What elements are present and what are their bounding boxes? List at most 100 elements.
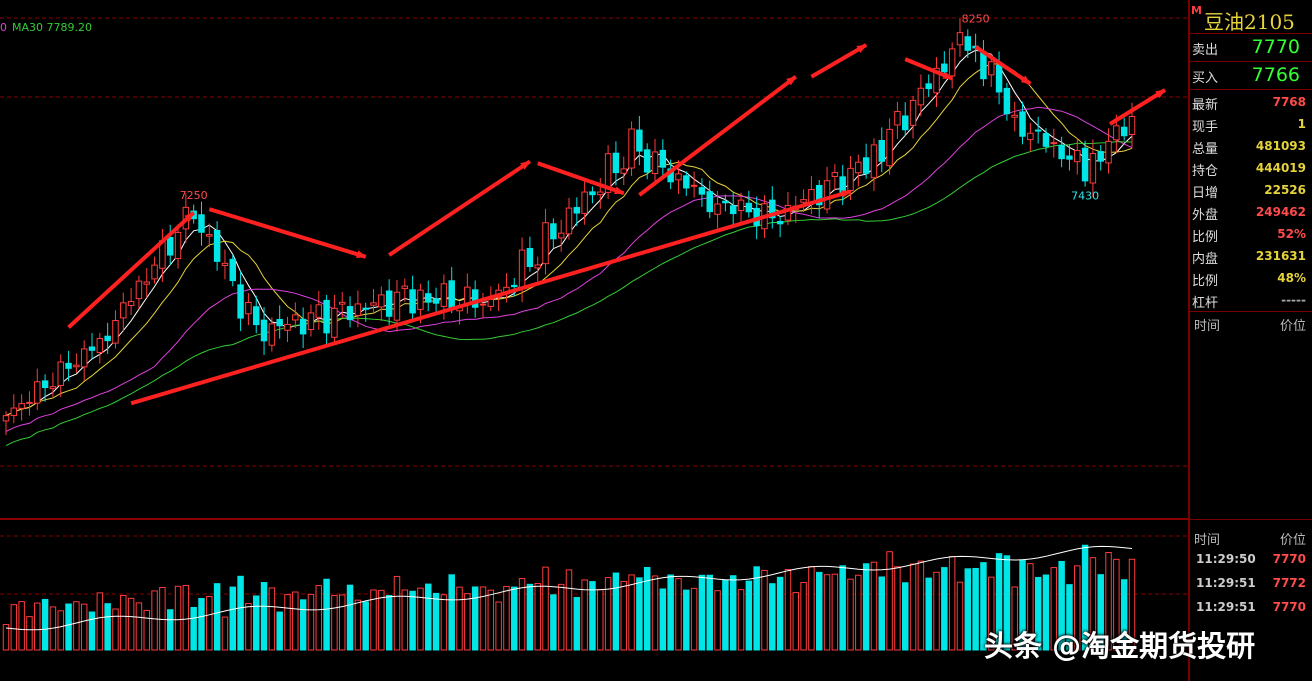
- volume-bar: [948, 555, 956, 651]
- candle: [948, 42, 956, 89]
- stat-row: 杠杆 -----: [1190, 289, 1312, 311]
- volume-bar: [894, 566, 901, 651]
- candle-body: [706, 191, 713, 213]
- volume-bar: [331, 595, 338, 651]
- stat-value: 249462: [1255, 205, 1306, 219]
- stat-label: 持仓: [1192, 164, 1219, 179]
- candle-body: [894, 111, 901, 126]
- candle-body: [964, 36, 972, 51]
- volume-bar: [315, 585, 323, 651]
- candle-body: [229, 258, 237, 282]
- candle-body: [573, 207, 581, 214]
- stat-row: 内盘 231631: [1190, 245, 1312, 267]
- candle-body: [1120, 126, 1128, 137]
- volume-bar: [370, 589, 377, 651]
- candle: [221, 249, 229, 280]
- candle: [299, 307, 307, 349]
- volume-bar: [190, 606, 197, 651]
- price-header: 价位: [1279, 319, 1306, 334]
- price-annotation: 8250: [962, 13, 990, 26]
- candle: [432, 287, 440, 315]
- candle-body: [847, 167, 854, 191]
- candle-body: [925, 83, 932, 90]
- candle-body: [1105, 140, 1112, 164]
- volume-bar: [643, 566, 651, 651]
- candle: [1066, 144, 1073, 171]
- candle: [862, 143, 870, 179]
- candle: [338, 292, 346, 319]
- volume-bar: [886, 551, 893, 651]
- volume-bar: [823, 574, 831, 651]
- candle: [464, 273, 471, 314]
- candle: [1105, 128, 1112, 174]
- candle: [229, 254, 237, 287]
- candle-body: [980, 51, 987, 80]
- volume-bar: [221, 616, 229, 651]
- candle-body: [690, 184, 698, 187]
- candle: [65, 350, 72, 382]
- candle: [323, 294, 330, 346]
- candle: [745, 190, 753, 218]
- volume-bar: [252, 595, 260, 651]
- candle-body: [104, 335, 111, 342]
- volume-bar: [1097, 574, 1104, 651]
- volume-bar: [354, 599, 362, 651]
- candle-body: [1074, 150, 1081, 163]
- candle: [96, 333, 104, 364]
- volume-bar: [471, 586, 479, 651]
- volume-bar: [995, 553, 1003, 651]
- volume-bar: [495, 601, 502, 651]
- stat-value: 444019: [1255, 161, 1306, 175]
- candle: [604, 145, 612, 199]
- candle-body: [26, 401, 33, 404]
- volume-bar: [964, 568, 972, 651]
- tick-row: 11:29:51 7770: [1190, 596, 1312, 620]
- volume-bar: [542, 566, 549, 651]
- candle-body: [284, 323, 291, 331]
- volume-bar: [401, 589, 409, 651]
- volume-bar: [120, 594, 127, 651]
- candle: [401, 278, 409, 302]
- candle-body: [307, 312, 315, 331]
- candle-body: [2, 415, 10, 422]
- volume-bar: [1058, 560, 1065, 651]
- volume-bar: [479, 586, 487, 651]
- candle: [1042, 128, 1050, 153]
- candle: [57, 354, 64, 398]
- volume-bar: [878, 576, 886, 651]
- candle: [894, 102, 901, 139]
- volume-bar: [73, 601, 80, 651]
- candle-body: [729, 205, 737, 215]
- volume-bar: [112, 608, 119, 651]
- candle: [683, 171, 690, 196]
- stat-value: 231631: [1255, 249, 1306, 263]
- volume-bar: [683, 589, 690, 651]
- candle-body: [1066, 155, 1073, 160]
- volume-bar: [565, 569, 573, 651]
- volume-bar: [526, 583, 534, 651]
- candle: [1050, 128, 1058, 158]
- volume-bar: [659, 588, 667, 651]
- candle-body: [18, 403, 25, 409]
- volume-bar: [557, 583, 565, 651]
- trend-arrow: [537, 161, 625, 196]
- candle: [1120, 117, 1128, 141]
- candle-body: [487, 299, 495, 307]
- candle-body: [557, 232, 565, 239]
- candle-body: [135, 280, 143, 300]
- volume-bar: [941, 567, 948, 651]
- ticks-time-header: 时间: [1194, 533, 1221, 548]
- candle: [706, 180, 713, 219]
- candle-body: [878, 139, 886, 162]
- ma10-line: [5, 63, 1133, 417]
- volume-bar: [909, 563, 917, 651]
- candle: [1003, 82, 1011, 121]
- volume-bar: [456, 586, 463, 651]
- price-annotations: 7250 8250 7430: [180, 13, 1099, 203]
- candle-body: [698, 187, 706, 195]
- volume-bar: [604, 577, 612, 651]
- candle-body: [221, 262, 229, 266]
- volume-bar: [166, 609, 174, 651]
- volume-bar: [847, 578, 854, 651]
- volume-bar: [41, 598, 49, 651]
